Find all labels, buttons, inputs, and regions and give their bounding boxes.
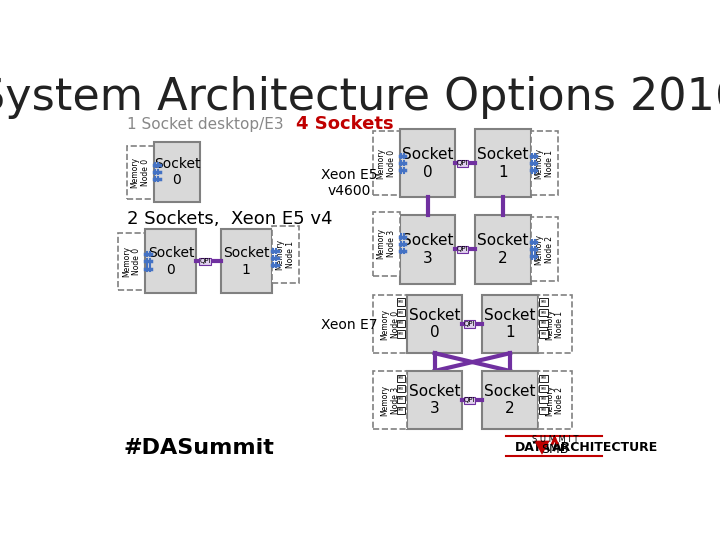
Text: Socket
1: Socket 1 bbox=[223, 246, 269, 276]
Bar bbox=[397, 309, 405, 316]
Bar bbox=[272, 226, 299, 283]
Text: Memory
Node 0: Memory Node 0 bbox=[130, 157, 150, 188]
Text: ARCHITECTURE: ARCHITECTURE bbox=[552, 441, 658, 454]
Bar bbox=[407, 295, 462, 353]
Bar bbox=[397, 299, 405, 306]
Text: Memory
Node 0: Memory Node 0 bbox=[377, 148, 396, 179]
Text: Socket
1: Socket 1 bbox=[477, 147, 528, 180]
Bar bbox=[531, 131, 558, 195]
Text: Socket
0: Socket 0 bbox=[409, 308, 460, 340]
Text: SMB: SMB bbox=[398, 376, 404, 380]
Text: 1 Socket desktop/E3: 1 Socket desktop/E3 bbox=[127, 117, 284, 132]
Text: Socket
2: Socket 2 bbox=[477, 233, 528, 266]
Text: QPI: QPI bbox=[199, 259, 211, 265]
Bar bbox=[397, 320, 405, 327]
Bar bbox=[373, 295, 407, 353]
Text: Socket
0: Socket 0 bbox=[153, 157, 200, 187]
Text: SMB: SMB bbox=[541, 300, 546, 304]
Bar bbox=[373, 131, 400, 195]
Text: SMB: SMB bbox=[541, 310, 546, 315]
Bar bbox=[538, 371, 572, 429]
Text: Xeon E5
v4600: Xeon E5 v4600 bbox=[321, 168, 377, 198]
Bar bbox=[475, 129, 531, 198]
Text: SMB: SMB bbox=[541, 387, 546, 391]
Bar bbox=[154, 142, 200, 202]
Text: SMB: SMB bbox=[398, 321, 404, 325]
Text: SMB: SMB bbox=[398, 310, 404, 315]
Bar bbox=[464, 320, 475, 328]
Bar bbox=[400, 215, 455, 284]
Text: Memory
Node 1: Memory Node 1 bbox=[276, 239, 295, 270]
Text: SMB: SMB bbox=[398, 397, 404, 401]
Text: SMB: SMB bbox=[398, 332, 404, 336]
Bar bbox=[475, 215, 531, 284]
Bar bbox=[539, 320, 548, 327]
Text: Socket
3: Socket 3 bbox=[402, 233, 454, 266]
Text: Socket
1: Socket 1 bbox=[485, 308, 536, 340]
Text: Memory
Node 2: Memory Node 2 bbox=[545, 384, 564, 416]
Polygon shape bbox=[534, 441, 550, 455]
Bar bbox=[397, 396, 405, 403]
Bar bbox=[397, 330, 405, 338]
Bar bbox=[400, 129, 455, 198]
Bar bbox=[482, 371, 538, 429]
Text: QPI: QPI bbox=[464, 321, 475, 327]
Bar bbox=[397, 407, 405, 414]
Bar bbox=[482, 295, 538, 353]
Bar bbox=[127, 146, 154, 199]
Text: SMB: SMB bbox=[541, 443, 569, 456]
Text: QPI: QPI bbox=[456, 246, 468, 252]
Text: QPI: QPI bbox=[464, 397, 475, 403]
Text: Memory
Node 1: Memory Node 1 bbox=[545, 308, 564, 340]
Text: 4 Sockets: 4 Sockets bbox=[296, 115, 394, 133]
Text: QPI: QPI bbox=[456, 160, 468, 166]
Text: SMB: SMB bbox=[541, 397, 546, 401]
Text: Socket
2: Socket 2 bbox=[485, 384, 536, 416]
Text: SMB: SMB bbox=[541, 376, 546, 380]
Text: SMB: SMB bbox=[398, 300, 404, 304]
Text: Memory
Node 0: Memory Node 0 bbox=[380, 308, 400, 340]
Text: SMB: SMB bbox=[398, 387, 404, 391]
Bar bbox=[538, 295, 572, 353]
Bar bbox=[539, 407, 548, 414]
Text: Memory
Node 3: Memory Node 3 bbox=[380, 384, 400, 416]
Bar bbox=[118, 233, 145, 290]
Text: Socket
3: Socket 3 bbox=[409, 384, 460, 416]
Bar bbox=[407, 371, 462, 429]
Bar bbox=[145, 230, 197, 293]
Text: Memory
Node 3: Memory Node 3 bbox=[377, 228, 396, 259]
Bar bbox=[199, 258, 211, 265]
Text: Socket
0: Socket 0 bbox=[148, 246, 194, 276]
Text: Memory
Node 0: Memory Node 0 bbox=[122, 246, 142, 277]
Bar bbox=[397, 375, 405, 382]
Bar bbox=[539, 299, 548, 306]
Bar bbox=[539, 309, 548, 316]
Text: Xeon E7: Xeon E7 bbox=[321, 319, 377, 333]
Bar bbox=[539, 396, 548, 403]
Bar bbox=[373, 212, 400, 276]
Text: Memory
Node 2: Memory Node 2 bbox=[534, 234, 554, 265]
Text: Memory
Node 1: Memory Node 1 bbox=[534, 148, 554, 179]
Bar bbox=[456, 160, 468, 167]
Text: 2 Sockets,  Xeon E5 v4: 2 Sockets, Xeon E5 v4 bbox=[127, 210, 333, 228]
Text: Socket
0: Socket 0 bbox=[402, 147, 454, 180]
Text: DATA: DATA bbox=[515, 441, 551, 454]
Text: S U M M I T: S U M M I T bbox=[532, 435, 579, 444]
Text: SMB: SMB bbox=[541, 321, 546, 325]
Bar bbox=[464, 396, 475, 404]
Text: #DASummit: #DASummit bbox=[124, 438, 275, 458]
Bar bbox=[456, 246, 468, 253]
Text: SMB: SMB bbox=[541, 408, 546, 412]
Bar bbox=[531, 218, 558, 281]
Bar bbox=[539, 385, 548, 392]
Text: System Architecture Options 2016: System Architecture Options 2016 bbox=[0, 77, 720, 119]
Bar bbox=[373, 371, 407, 429]
Text: SMB: SMB bbox=[398, 408, 404, 412]
Bar bbox=[397, 385, 405, 392]
Bar bbox=[539, 375, 548, 382]
Bar bbox=[539, 330, 548, 338]
Bar bbox=[220, 230, 272, 293]
Text: SMB: SMB bbox=[541, 332, 546, 336]
